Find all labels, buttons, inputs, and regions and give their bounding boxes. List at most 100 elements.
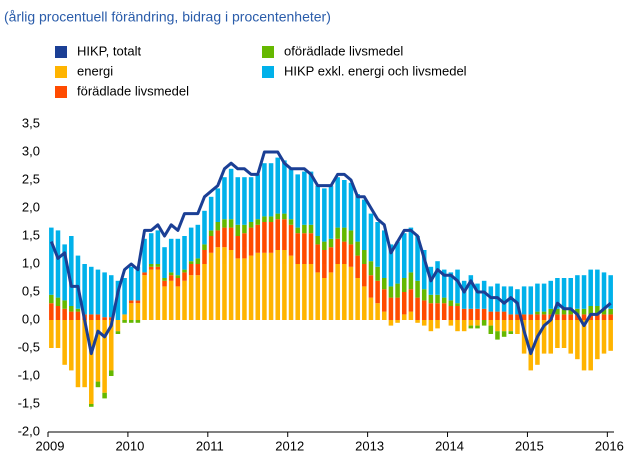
bar	[308, 264, 314, 320]
bar	[555, 308, 560, 315]
bar	[395, 241, 400, 284]
bar	[415, 280, 420, 298]
bar	[282, 213, 287, 220]
bar	[102, 272, 107, 318]
bar	[588, 306, 593, 315]
bar	[235, 177, 241, 225]
bar	[428, 294, 434, 304]
bar	[548, 320, 554, 354]
bar	[188, 261, 194, 264]
bar	[102, 320, 107, 393]
x-tick-label: 2011	[196, 438, 224, 453]
bar	[208, 196, 214, 231]
bar	[295, 227, 300, 234]
bar	[368, 213, 374, 262]
bar	[355, 241, 360, 256]
bar	[295, 264, 300, 320]
y-tick-label: -1,5	[18, 395, 40, 410]
bar	[215, 247, 221, 320]
bar	[168, 238, 174, 273]
bar	[568, 314, 573, 320]
bar	[508, 286, 514, 315]
bar	[335, 238, 340, 264]
bar	[55, 306, 61, 320]
bar	[148, 264, 154, 267]
bar	[561, 314, 567, 320]
bar	[548, 308, 554, 315]
bar	[475, 308, 480, 320]
bar	[435, 261, 440, 295]
bar	[395, 320, 400, 323]
bar	[461, 280, 467, 309]
bar	[601, 320, 607, 354]
bar	[275, 219, 280, 250]
bar	[308, 171, 314, 225]
bar	[535, 320, 540, 365]
bar	[608, 314, 613, 320]
bar	[55, 230, 61, 298]
legend-label: HIKP, totalt	[77, 43, 141, 58]
bar	[608, 320, 613, 351]
bar	[408, 272, 414, 290]
bar	[448, 320, 454, 326]
bar	[135, 300, 141, 304]
bar	[488, 311, 494, 320]
bar	[49, 303, 54, 320]
bar	[328, 247, 334, 273]
bar	[122, 320, 127, 323]
bar	[528, 320, 534, 371]
bar	[108, 320, 114, 371]
bar	[541, 320, 547, 354]
bar	[608, 275, 613, 309]
legend-label: HIKP exkl. energi och livsmedel	[284, 63, 467, 78]
bar	[415, 320, 420, 323]
bar	[228, 250, 234, 320]
bar	[115, 320, 121, 332]
bar	[475, 283, 480, 309]
y-tick-label: -0,5	[18, 339, 40, 354]
bar	[95, 314, 101, 320]
bar	[415, 236, 420, 281]
bar	[188, 275, 194, 320]
bar	[75, 308, 81, 312]
bar	[421, 320, 427, 326]
bar	[128, 320, 134, 323]
bar	[575, 320, 580, 360]
bar	[342, 227, 347, 242]
bar	[588, 320, 593, 371]
bar	[295, 174, 300, 228]
bar	[421, 300, 427, 320]
bar	[202, 264, 207, 320]
bar	[248, 227, 254, 256]
y-tick-label: 2,5	[22, 171, 40, 186]
bar	[508, 320, 514, 332]
bar	[521, 314, 527, 320]
bar	[322, 241, 327, 250]
bar	[182, 272, 187, 281]
y-tick-label: 1,0	[22, 255, 40, 270]
bar	[475, 320, 480, 326]
bar	[428, 320, 434, 332]
bar	[282, 219, 287, 250]
bar	[468, 308, 474, 320]
legend-label: förädlade livsmedel	[77, 83, 189, 98]
bar	[288, 219, 294, 225]
bar	[75, 320, 81, 388]
bar	[375, 280, 380, 304]
bar	[561, 308, 567, 315]
bar	[388, 244, 394, 287]
bar	[188, 264, 194, 276]
bar	[135, 266, 141, 301]
bar	[461, 320, 467, 332]
bar	[89, 266, 94, 315]
bar	[461, 308, 467, 320]
bar	[315, 272, 320, 320]
bar	[322, 188, 327, 242]
bar	[168, 275, 174, 281]
bar	[535, 311, 540, 315]
bar	[342, 241, 347, 264]
bar	[441, 269, 447, 298]
bar	[395, 283, 400, 298]
bar	[555, 278, 560, 309]
